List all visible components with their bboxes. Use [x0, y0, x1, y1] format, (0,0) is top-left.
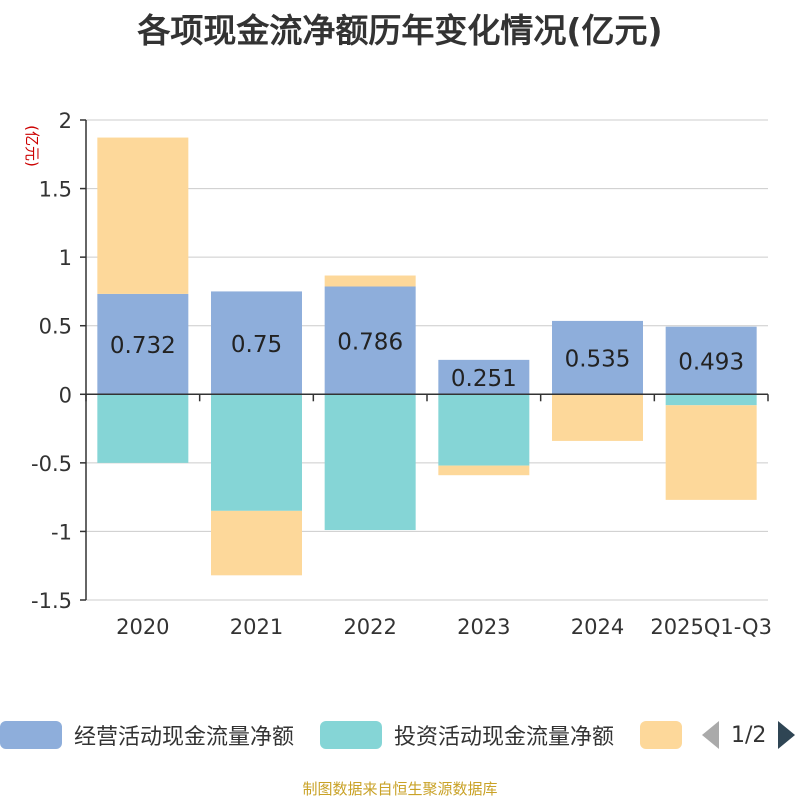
x-tick-label: 2021	[230, 615, 283, 639]
legend-item-financing[interactable]	[640, 716, 694, 754]
bar-2025Q1-Q3-series-0	[665, 326, 757, 395]
y-tick-label: 0	[59, 383, 72, 407]
axis-layer: 2 1.5 1 0.5 0 -0.5 -1 -1.5 2020 2021 2022 2023 2024 2…	[23, 109, 772, 639]
legend-label: 经营活动现金流量净额	[74, 725, 295, 750]
bar-2022-series-0	[324, 286, 416, 395]
legend: 经营活动现金流量净额 投资活动现金流量净额 1/2	[0, 716, 800, 754]
x-tick-label: 2022	[343, 615, 396, 639]
y-axis-title: (亿元)	[23, 125, 41, 167]
data-label: 0.493	[678, 349, 744, 375]
legend-pager: 1/2	[702, 716, 796, 754]
bar-2023-series-2	[438, 465, 530, 476]
data-label: 0.535	[565, 347, 631, 373]
source-note: 制图数据来自恒生聚源数据库	[302, 780, 498, 798]
y-tick-label: 0.5	[39, 315, 72, 339]
y-tick-label: 1	[59, 246, 72, 270]
bar-2024-series-2	[552, 394, 643, 441]
bar-2021-series-1	[211, 394, 302, 511]
legend-item-investing[interactable]: 投资活动现金流量净额	[320, 716, 614, 754]
legend-swatch	[640, 721, 682, 749]
data-label: 0.786	[337, 329, 403, 355]
pager-next-icon[interactable]	[778, 721, 796, 749]
data-label: 0.75	[231, 332, 282, 358]
data-label: 0.732	[110, 333, 176, 359]
bar-2022-series-1	[324, 394, 416, 531]
legend-label: 投资活动现金流量净额	[394, 725, 615, 750]
legend-item-operating[interactable]: 经营活动现金流量净额	[0, 716, 294, 754]
x-tick-label: 2023	[457, 615, 510, 639]
bar-2021-series-2	[211, 510, 302, 576]
y-tick-label: -0.5	[31, 452, 72, 476]
label-layer: 0.732 0.75 0.786 0.251 0.535 0.493	[110, 329, 744, 392]
x-tick-label: 2025Q1-Q3	[650, 615, 772, 639]
data-label: 0.251	[451, 366, 517, 392]
legend-swatch	[0, 721, 62, 749]
grid-layer	[86, 119, 768, 601]
bar-2023-series-0	[438, 359, 530, 395]
y-tick-label: 1.5	[39, 178, 72, 202]
chart-title: 各项现金流净额历年变化情况(亿元)	[137, 11, 663, 50]
pager-prev-icon[interactable]	[702, 721, 719, 749]
bar-2025Q1-Q3-series-1	[665, 394, 757, 406]
pager-text: 1/2	[731, 722, 767, 748]
bar-2022-series-2	[324, 275, 416, 287]
bar-2020-series-2	[97, 137, 189, 294]
bar-layer	[97, 137, 757, 576]
x-tick-label: 2024	[571, 615, 624, 639]
y-tick-label: -1.5	[31, 589, 72, 613]
bar-2020-series-0	[97, 293, 189, 395]
bar-2024-series-0	[552, 320, 643, 395]
x-tick-label: 2020	[116, 615, 169, 639]
chart-area: 2 1.5 1 0.5 0 -0.5 -1 -1.5 2020 2021 2022 2023 2024 2…	[23, 109, 772, 639]
bar-2021-series-0	[211, 291, 302, 395]
bar-2023-series-1	[438, 394, 530, 466]
bar-2025Q1-Q3-series-2	[665, 405, 757, 500]
y-tick-label: -1	[51, 520, 72, 544]
y-tick-label: 2	[59, 109, 72, 133]
legend-swatch	[320, 721, 382, 749]
bar-2020-series-1	[97, 394, 189, 463]
